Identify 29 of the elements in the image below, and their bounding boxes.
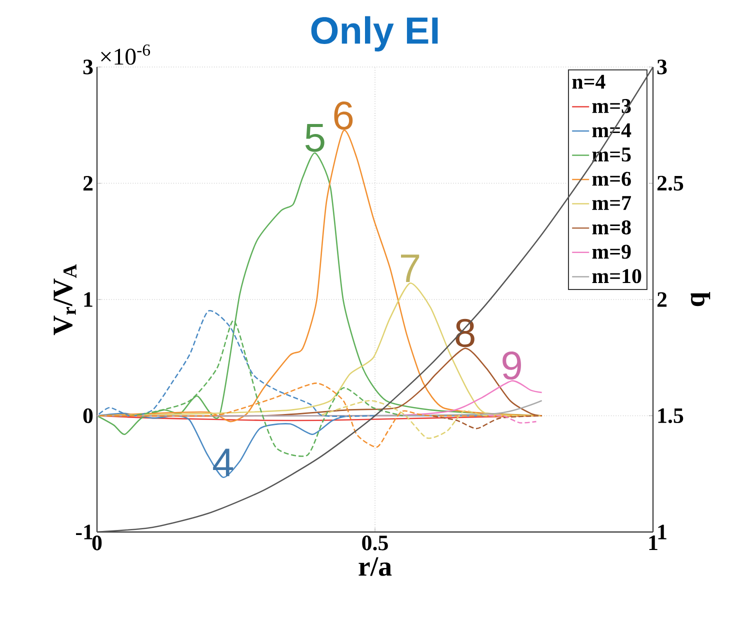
- annotation: 7: [401, 254, 420, 282]
- y-tick-label: 1: [84, 292, 92, 307]
- legend-label: m=10: [592, 269, 642, 284]
- annotation: 4: [213, 448, 234, 476]
- y2-tick-label: 3: [657, 60, 667, 74]
- text: ×10$^{-6}$: [101, 44, 150, 65]
- annotation: 9: [502, 351, 521, 380]
- legend-label: m=8: [592, 220, 631, 234]
- x-axis-title: r/a: [358, 557, 392, 576]
- y-tick-label: -1: [76, 524, 92, 540]
- legend-label: m=9: [592, 244, 631, 259]
- y2-tick-label: 1.5: [658, 408, 684, 424]
- annotation: 5: [305, 124, 324, 152]
- legend-label: m=7: [592, 196, 631, 210]
- legend-label: m=6: [592, 172, 631, 186]
- y-tick-label: 2: [83, 176, 93, 190]
- y-tick-label: 3: [83, 60, 93, 74]
- y2-tick-label: 2: [657, 292, 667, 307]
- y-tick-label: 0: [83, 408, 93, 424]
- x-tick-label: 1: [649, 536, 658, 550]
- y2-tick-label: 2.5: [657, 176, 684, 191]
- y2-tick-label: 1: [658, 524, 666, 540]
- legend-title: n=4: [572, 74, 606, 89]
- y2-axis-title: q: [690, 292, 710, 306]
- y-axis-title: V$_{r}$/V$_{A}$: [54, 264, 76, 336]
- annotation: 6: [334, 102, 353, 130]
- annotation: 8: [456, 318, 474, 348]
- x-tick-label: 0.5: [362, 536, 388, 550]
- chart-title: Only EI: [311, 16, 438, 52]
